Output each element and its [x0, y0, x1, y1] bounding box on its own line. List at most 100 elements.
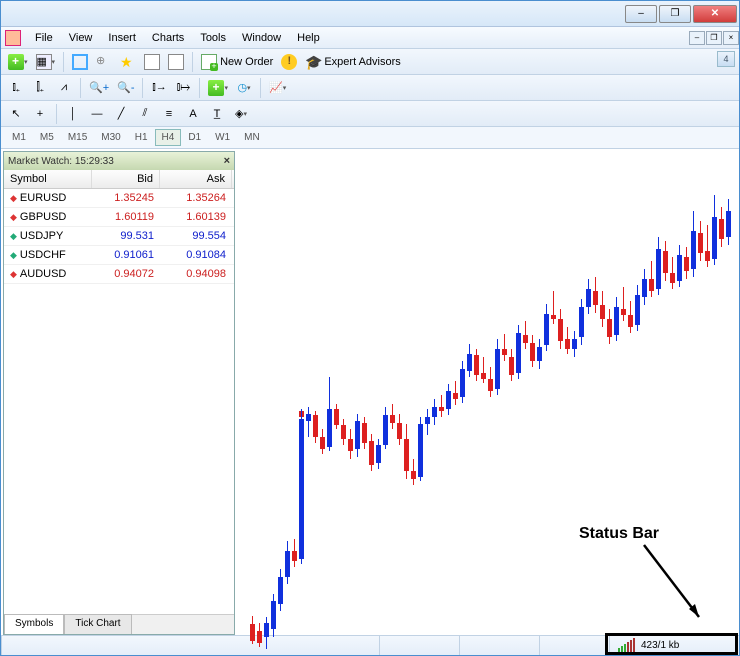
bar-chart-icon[interactable]: ⫾₊ — [5, 77, 27, 99]
mdi-restore[interactable]: ❐ — [706, 31, 722, 45]
mdi-buttons: – ❐ × — [688, 31, 739, 45]
timeframe-toolbar: M1M5M15M30H1H4D1W1MN — [1, 127, 739, 149]
mdi-minimize[interactable]: – — [689, 31, 705, 45]
table-row[interactable]: GBPUSD1.601191.60139 — [4, 208, 234, 227]
symbol-cell: AUDUSD — [4, 265, 92, 283]
app-icon — [5, 30, 21, 46]
main-area: Market Watch: 15:29:33 × Symbol Bid Ask … — [1, 149, 739, 635]
ask-cell: 0.91084 — [160, 246, 232, 264]
market-watch-close-icon[interactable]: × — [224, 155, 230, 167]
profiles-button[interactable]: ▦ — [33, 51, 59, 73]
timeframe-w1[interactable]: W1 — [208, 129, 237, 146]
periods-button[interactable]: ◷ — [233, 77, 255, 99]
new-chart-button[interactable] — [5, 51, 31, 73]
text-icon[interactable]: A — [182, 103, 204, 125]
menu-view[interactable]: View — [61, 30, 101, 46]
market-watch-title: Market Watch: 15:29:33 × — [4, 152, 234, 170]
timeframe-m1[interactable]: M1 — [5, 129, 33, 146]
annotation-arrow — [579, 537, 719, 627]
candlestick-icon[interactable]: ⫿₊ — [29, 77, 51, 99]
zoom-in-icon[interactable]: 🔍+ — [86, 77, 112, 99]
status-seg-2 — [459, 636, 539, 655]
line-chart-icon[interactable]: ⩘ — [53, 77, 75, 99]
status-seg-1 — [379, 636, 459, 655]
horizontal-line-icon[interactable]: — — [86, 103, 108, 125]
status-bar: 423/1 kb — [1, 635, 739, 655]
timeframe-m30[interactable]: M30 — [94, 129, 127, 146]
menu-window[interactable]: Window — [234, 30, 289, 46]
status-seg-3 — [539, 636, 609, 655]
menu-help[interactable]: Help — [289, 30, 328, 46]
table-header: Symbol Bid Ask — [4, 170, 234, 189]
ask-cell: 1.35264 — [160, 189, 232, 207]
minimize-button[interactable]: – — [625, 5, 657, 23]
toolbar-main: ▦ ⊕ ★ New Order 🎓 Expert Advisors 4 — [1, 49, 739, 75]
symbol-cell: GBPUSD — [4, 208, 92, 226]
timeframe-h4[interactable]: H4 — [155, 129, 182, 146]
header-symbol[interactable]: Symbol — [4, 170, 92, 188]
autotrading-button[interactable] — [278, 51, 300, 73]
signal-icon — [618, 638, 635, 653]
timeframe-d1[interactable]: D1 — [181, 129, 208, 146]
table-row[interactable]: USDCHF0.910610.91084 — [4, 246, 234, 265]
app-window: – ❐ ✕ File View Insert Charts Tools Wind… — [0, 0, 740, 656]
mdi-close[interactable]: × — [723, 31, 739, 45]
table-row[interactable]: AUDUSD0.940720.94098 — [4, 265, 234, 284]
new-order-button[interactable]: New Order — [198, 51, 276, 73]
tab-tick-chart[interactable]: Tick Chart — [64, 614, 131, 634]
menu-insert[interactable]: Insert — [100, 30, 144, 46]
ask-cell: 0.94098 — [160, 265, 232, 283]
crosshair-icon[interactable]: + — [29, 103, 51, 125]
alerts-badge[interactable]: 4 — [717, 51, 735, 67]
toolbar-drawing: ↖ + │ — ╱ ⫽ ≡ A T̲ ◈ — [1, 101, 739, 127]
status-main — [1, 636, 379, 655]
indicators-button[interactable] — [205, 77, 231, 99]
strategy-tester-button[interactable] — [165, 51, 187, 73]
tab-symbols[interactable]: Symbols — [4, 614, 64, 634]
templates-button[interactable]: 📈 — [266, 77, 289, 99]
text-label-icon[interactable]: T̲ — [206, 103, 228, 125]
close-button[interactable]: ✕ — [693, 5, 737, 23]
table-row[interactable]: USDJPY99.53199.554 — [4, 227, 234, 246]
market-watch-panel: Market Watch: 15:29:33 × Symbol Bid Ask … — [3, 151, 235, 635]
market-watch-toggle[interactable] — [69, 51, 91, 73]
data-window-button[interactable] — [141, 51, 163, 73]
titlebar: – ❐ ✕ — [1, 1, 739, 27]
equidistant-icon[interactable]: ⫽ — [134, 103, 156, 125]
menu-tools[interactable]: Tools — [192, 30, 234, 46]
menubar: File View Insert Charts Tools Window Hel… — [1, 27, 739, 49]
bid-cell: 0.94072 — [92, 265, 160, 283]
timeframe-mn[interactable]: MN — [237, 129, 267, 146]
timeframe-h1[interactable]: H1 — [128, 129, 155, 146]
market-watch-table: Symbol Bid Ask EURUSD1.352451.35264GBPUS… — [4, 170, 234, 614]
navigator-toggle[interactable]: ⊕ — [93, 51, 115, 73]
arrows-icon[interactable]: ◈ — [230, 103, 252, 125]
auto-scroll-icon[interactable]: ⫾→ — [148, 77, 170, 99]
toolbar-charting: ⫾₊ ⫿₊ ⩘ 🔍+ 🔍- ⫾→ ⫾↦ ◷ 📈 — [1, 75, 739, 101]
bid-cell: 1.35245 — [92, 189, 160, 207]
bid-cell: 99.531 — [92, 227, 160, 245]
favorite-button[interactable]: ★ — [117, 51, 139, 73]
status-connection: 423/1 kb — [609, 636, 739, 655]
timeframe-m5[interactable]: M5 — [33, 129, 61, 146]
header-ask[interactable]: Ask — [160, 170, 232, 188]
ask-cell: 1.60139 — [160, 208, 232, 226]
cursor-icon[interactable]: ↖ — [5, 103, 27, 125]
menu-charts[interactable]: Charts — [144, 30, 192, 46]
symbol-cell: EURUSD — [4, 189, 92, 207]
chart-area[interactable]: Status Bar — [235, 149, 739, 635]
trendline-icon[interactable]: ╱ — [110, 103, 132, 125]
expert-advisors-button[interactable]: 🎓 Expert Advisors — [302, 51, 403, 73]
bid-cell: 0.91061 — [92, 246, 160, 264]
chart-shift-icon[interactable]: ⫾↦ — [172, 77, 194, 99]
zoom-out-icon[interactable]: 🔍- — [114, 77, 137, 99]
timeframe-m15[interactable]: M15 — [61, 129, 94, 146]
header-bid[interactable]: Bid — [92, 170, 160, 188]
fibo-icon[interactable]: ≡ — [158, 103, 180, 125]
symbol-cell: USDCHF — [4, 246, 92, 264]
table-row[interactable]: EURUSD1.352451.35264 — [4, 189, 234, 208]
menu-file[interactable]: File — [27, 30, 61, 46]
market-watch-tabs: Symbols Tick Chart — [4, 614, 234, 634]
maximize-button[interactable]: ❐ — [659, 5, 691, 23]
vertical-line-icon[interactable]: │ — [62, 103, 84, 125]
